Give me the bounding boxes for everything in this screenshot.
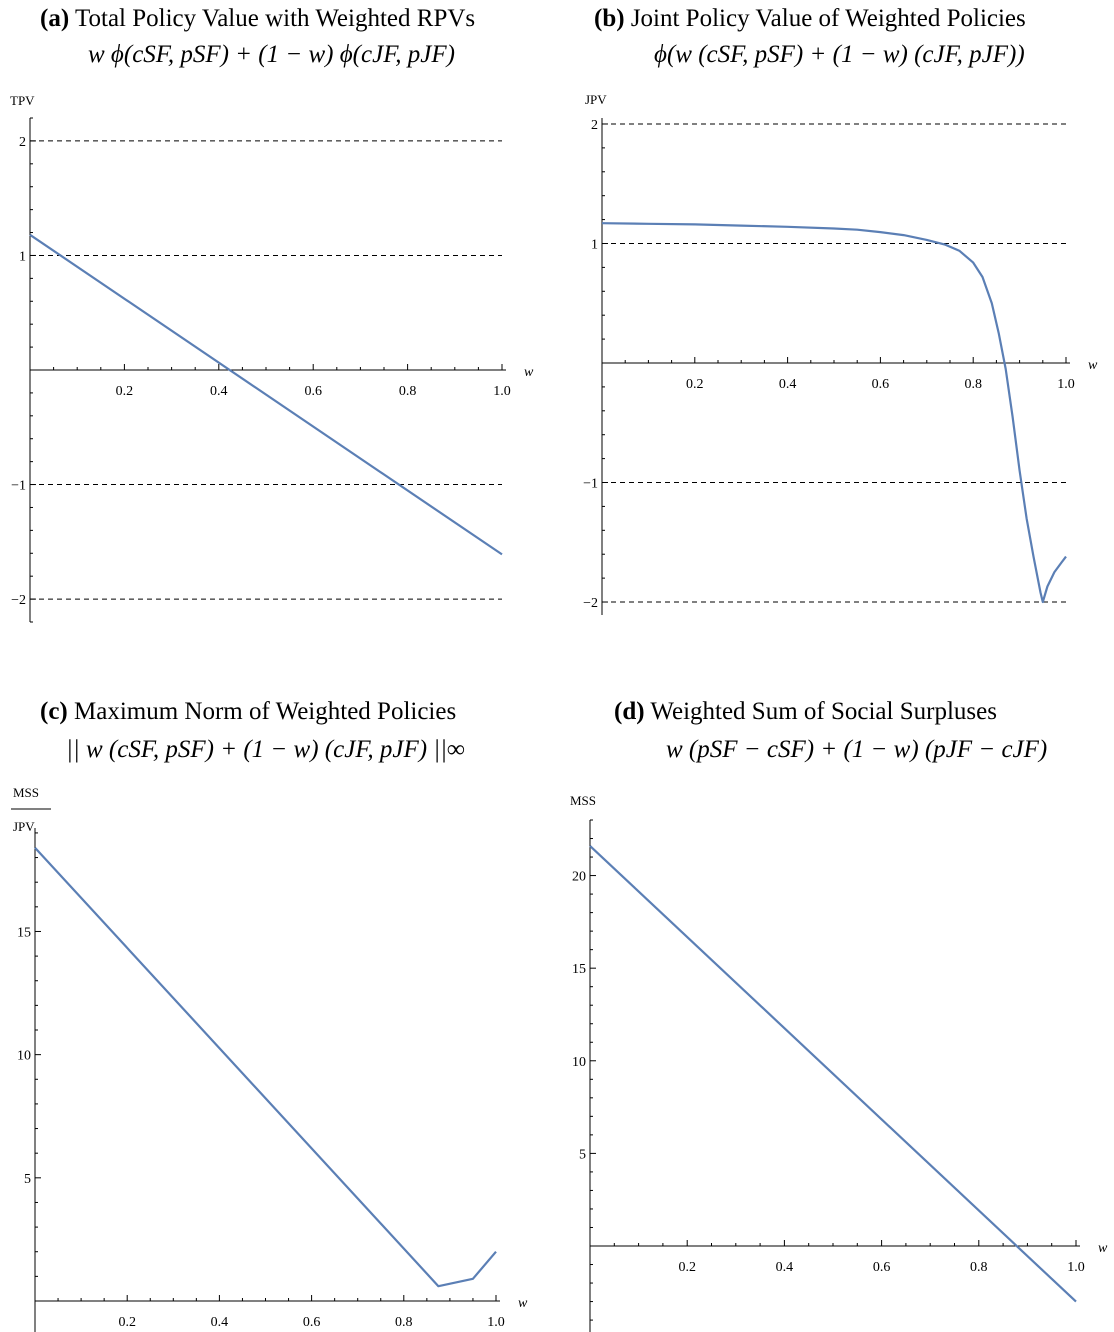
x-tick-label: 1.0 xyxy=(1057,377,1075,392)
y-tick-label: −1 xyxy=(583,477,598,492)
y-tick-label: 5 xyxy=(579,1147,586,1162)
x-tick-label: 0.2 xyxy=(686,377,704,392)
y-tick-label: 20 xyxy=(572,870,586,885)
x-tick-label: 1.0 xyxy=(487,1315,505,1330)
y-axis-label: MSS xyxy=(13,785,39,800)
x-tick-label: 0.4 xyxy=(210,384,228,399)
y-axis-label: MSS xyxy=(570,793,596,808)
x-axis-label: w xyxy=(518,1296,528,1311)
series-line xyxy=(589,845,1077,1303)
x-tick-label: 0.8 xyxy=(970,1260,988,1275)
series-line xyxy=(601,222,1067,604)
chart-formula: w (pSF − cSF) + (1 − w) (pJF − cJF) xyxy=(666,736,1048,763)
y-tick-label: 10 xyxy=(17,1049,31,1064)
chart-formula: w ϕ(cSF, pSF) + (1 − w) ϕ(cJF, pJF) xyxy=(88,41,455,68)
y-tick-label: 1 xyxy=(591,237,598,252)
x-axis-label: w xyxy=(1098,1241,1108,1256)
x-tick-label: 0.4 xyxy=(779,377,797,392)
x-tick-label: 0.4 xyxy=(211,1315,229,1330)
chart-formula: ϕ(w (cSF, pSF) + (1 − w) (cJF, pJF)) xyxy=(654,41,1025,68)
chart-title: (a) Total Policy Value with Weighted RPV… xyxy=(40,5,476,32)
x-axis-label: w xyxy=(1088,358,1098,373)
y-tick-label: −2 xyxy=(583,596,598,611)
y-tick-label: 15 xyxy=(572,962,586,977)
x-tick-label: 0.8 xyxy=(395,1315,413,1330)
y-axis-label: JPV xyxy=(585,92,607,107)
x-tick-label: 0.2 xyxy=(116,384,134,399)
x-tick-label: 0.6 xyxy=(303,1315,321,1330)
y-tick-label: 10 xyxy=(572,1055,586,1070)
y-axis-label: TPV xyxy=(10,93,35,108)
x-tick-label: 0.4 xyxy=(776,1260,794,1275)
x-tick-label: 0.2 xyxy=(678,1260,696,1275)
y-tick-label: 15 xyxy=(17,925,31,940)
y-tick-label: 5 xyxy=(24,1172,31,1187)
series-line xyxy=(34,846,497,1288)
x-tick-label: 0.6 xyxy=(872,377,890,392)
x-tick-label: 0.2 xyxy=(118,1315,136,1330)
chart-formula: || w (cSF, pSF) + (1 − w) (cJF, pJF) ||∞ xyxy=(66,736,465,763)
y-tick-label: 2 xyxy=(19,135,26,150)
chart-a-svg: 0.2 0.4 0.6 0.8 1.0 w −2 −1 1 2 TPV xyxy=(10,93,534,623)
y-axis-label-denominator: JPV xyxy=(13,819,35,834)
x-axis-label: w xyxy=(524,365,534,380)
chart-c-svg: 0.2 0.4 0.6 0.8 1.0 w 5 10 15 MSS JPV xyxy=(11,785,528,1332)
y-tick-label: 1 xyxy=(19,249,26,264)
chart-b-svg: 0.2 0.4 0.6 0.8 1.0 w −2 −1 1 2 JPV xyxy=(583,92,1098,615)
chart-title: (d) Weighted Sum of Social Surpluses xyxy=(614,698,997,725)
chart-title: (b) Joint Policy Value of Weighted Polic… xyxy=(594,5,1026,32)
x-tick-label: 1.0 xyxy=(1067,1260,1085,1275)
x-tick-label: 0.8 xyxy=(964,377,982,392)
x-tick-label: 0.8 xyxy=(399,384,417,399)
x-tick-label: 0.6 xyxy=(304,384,322,399)
y-tick-label: −2 xyxy=(11,593,26,608)
series-line xyxy=(29,233,503,556)
y-tick-label: 2 xyxy=(591,118,598,133)
x-tick-label: 1.0 xyxy=(493,384,511,399)
x-tick-label: 0.6 xyxy=(873,1260,891,1275)
chart-title: (c) Maximum Norm of Weighted Policies xyxy=(40,698,457,725)
y-tick-label: −1 xyxy=(11,479,26,494)
